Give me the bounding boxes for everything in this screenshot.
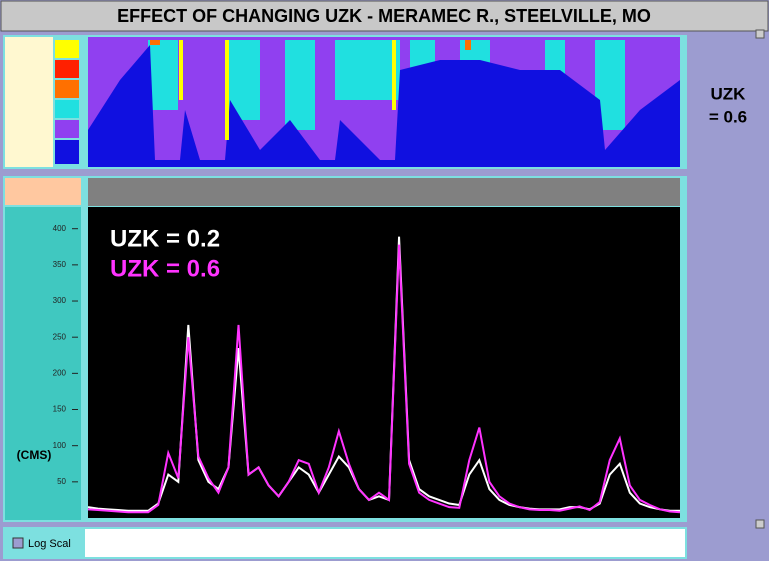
precip-strip — [88, 178, 680, 206]
y-tick-label: 150 — [53, 405, 67, 414]
y-tick-label: 250 — [53, 332, 67, 341]
legend-swatch — [55, 40, 79, 58]
time-axis — [85, 529, 685, 557]
log-scale-checkbox[interactable] — [12, 537, 24, 549]
storage-peak — [465, 40, 471, 50]
legend-entry: UZK = 0.6 — [110, 255, 220, 282]
top-labels — [5, 37, 53, 167]
storage-lower — [88, 45, 680, 167]
legend-swatch — [55, 120, 79, 138]
legend-entry: UZK = 0.2 — [110, 225, 220, 252]
y-tick-label: 400 — [53, 224, 67, 233]
axis-panel — [5, 207, 81, 520]
y-axis-label: (CMS) — [17, 448, 52, 462]
storage-peak — [225, 40, 229, 140]
legend-swatch — [55, 60, 79, 78]
storage-peak — [392, 40, 396, 110]
side-label: UZK — [711, 84, 747, 103]
flow-line — [87, 244, 681, 514]
y-tick-label: 350 — [53, 260, 67, 269]
scroll-handle[interactable] — [755, 519, 765, 529]
plot-area — [88, 207, 680, 518]
log-scale-label[interactable]: Log Scal — [28, 538, 71, 550]
scroll-handle[interactable] — [755, 29, 765, 39]
y-tick-label: 100 — [53, 441, 67, 450]
legend-swatch — [55, 140, 79, 164]
legend-swatch — [55, 100, 79, 118]
side-label: = 0.6 — [709, 107, 747, 126]
storage-peak — [179, 40, 183, 100]
y-tick-label: 50 — [57, 477, 66, 486]
storage-peak — [150, 40, 160, 45]
precip-labels — [5, 178, 81, 205]
title-bar — [0, 0, 769, 32]
legend-swatch — [55, 80, 79, 98]
y-tick-label: 300 — [53, 296, 67, 305]
y-tick-label: 200 — [53, 368, 67, 377]
window-title: EFFECT OF CHANGING UZK - MERAMEC R., STE… — [117, 6, 651, 26]
